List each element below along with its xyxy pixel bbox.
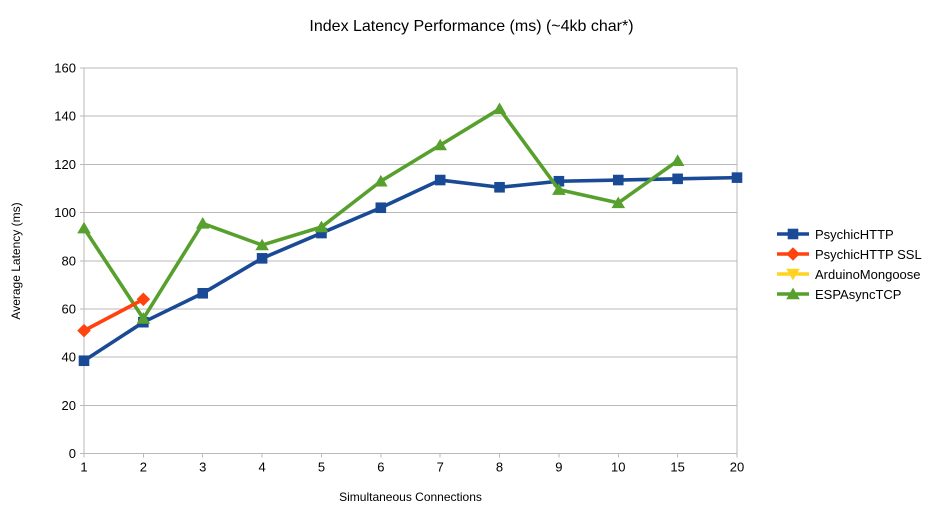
square-marker-icon (256, 253, 268, 264)
x-tick-label: 7 (437, 460, 444, 475)
series-psychichttp-ssl (77, 292, 151, 338)
y-tick-label: 140 (54, 109, 76, 124)
diamond-marker-icon (786, 247, 800, 261)
square-marker-icon (316, 227, 327, 239)
x-tick-label: 3 (199, 460, 206, 475)
square-marker-icon (787, 228, 799, 240)
legend-label: ESPAsyncTCP (815, 286, 902, 302)
x-tick-label: 9 (555, 460, 562, 475)
series-psychichttp (78, 172, 743, 367)
triangle-up-marker-icon (374, 174, 388, 187)
y-tick-label: 100 (54, 205, 76, 220)
triangle-up-marker-icon (314, 220, 329, 233)
triangle-up-marker-icon (433, 138, 447, 151)
x-tick-labels: 1 2 3 4 5 6 7 8 9 10 15 20 (80, 460, 744, 475)
series-line (82, 297, 146, 333)
series-line (82, 107, 680, 321)
legend-label: ArduinoMongoose (815, 266, 921, 282)
x-tick-label: 4 (258, 460, 265, 475)
triangle-up-marker-icon (77, 221, 91, 234)
triangle-up-marker-icon (136, 312, 151, 324)
y-tick-label: 20 (62, 398, 76, 413)
x-tick-label: 10 (611, 460, 625, 475)
y-tick-label: 80 (62, 253, 76, 268)
triangle-down-marker-icon (777, 268, 809, 281)
legend-item-arduinomongoose: ArduinoMongoose (776, 264, 922, 284)
diamond-marker-icon (136, 292, 151, 307)
square-marker-icon (494, 181, 505, 193)
legend-label: PsychicHTTP (815, 226, 894, 242)
x-tick-label: 6 (377, 460, 384, 475)
series-espasynctcp (77, 102, 685, 324)
legend-item-espasynctcp: ESPAsyncTCP (776, 284, 922, 304)
square-marker-icon (777, 228, 809, 240)
triangle-up-marker-icon (777, 287, 809, 300)
triangle-up-marker-icon (255, 238, 269, 251)
square-marker-icon (197, 287, 209, 299)
triangle-down-marker-icon (786, 268, 800, 281)
y-tick-labels: 0 20 40 60 80 100 120 140 160 (54, 61, 76, 462)
square-marker-icon (553, 175, 565, 187)
y-tick-label: 40 (62, 350, 76, 365)
x-tick-label: 2 (140, 460, 147, 475)
x-tick-label: 8 (496, 460, 503, 475)
square-marker-icon (78, 355, 90, 367)
y-tick-label: 120 (54, 157, 76, 172)
x-tick-label: 1 (80, 460, 87, 475)
square-marker-icon (434, 174, 446, 186)
x-tick-label: 15 (670, 460, 684, 475)
square-marker-icon (375, 202, 387, 214)
diamond-marker-icon (77, 323, 91, 338)
triangle-up-marker-icon (786, 287, 800, 300)
y-tick-label: 160 (54, 61, 76, 76)
diamond-marker-icon (777, 247, 809, 261)
y-tick-label: 0 (69, 446, 76, 461)
series-line (82, 175, 739, 363)
legend: PsychicHTTP PsychicHTTP SSL ArduinoMongo… (776, 224, 922, 304)
x-tick-label: 20 (730, 460, 744, 475)
triangle-up-marker-icon (195, 217, 210, 229)
square-marker-icon (612, 174, 624, 186)
axes (83, 68, 738, 458)
square-marker-icon (672, 173, 683, 185)
chart-title: Index Latency Performance (ms) (~4kb cha… (309, 18, 634, 35)
legend-label: PsychicHTTP SSL (815, 246, 922, 262)
triangle-up-marker-icon (611, 196, 626, 209)
x-tick-label: 5 (318, 460, 325, 475)
square-marker-icon (731, 172, 743, 183)
legend-item-psychichttp-ssl: PsychicHTTP SSL (776, 244, 922, 264)
y-axis-title: Average Latency (ms) (9, 202, 23, 320)
legend-item-psychichttp: PsychicHTTP (776, 224, 922, 244)
triangle-up-marker-icon (670, 154, 685, 166)
x-axis-title: Simultaneous Connections (339, 490, 482, 504)
triangle-up-marker-icon (492, 102, 507, 115)
y-tick-label: 60 (62, 301, 76, 316)
triangle-up-marker-icon (552, 183, 566, 195)
